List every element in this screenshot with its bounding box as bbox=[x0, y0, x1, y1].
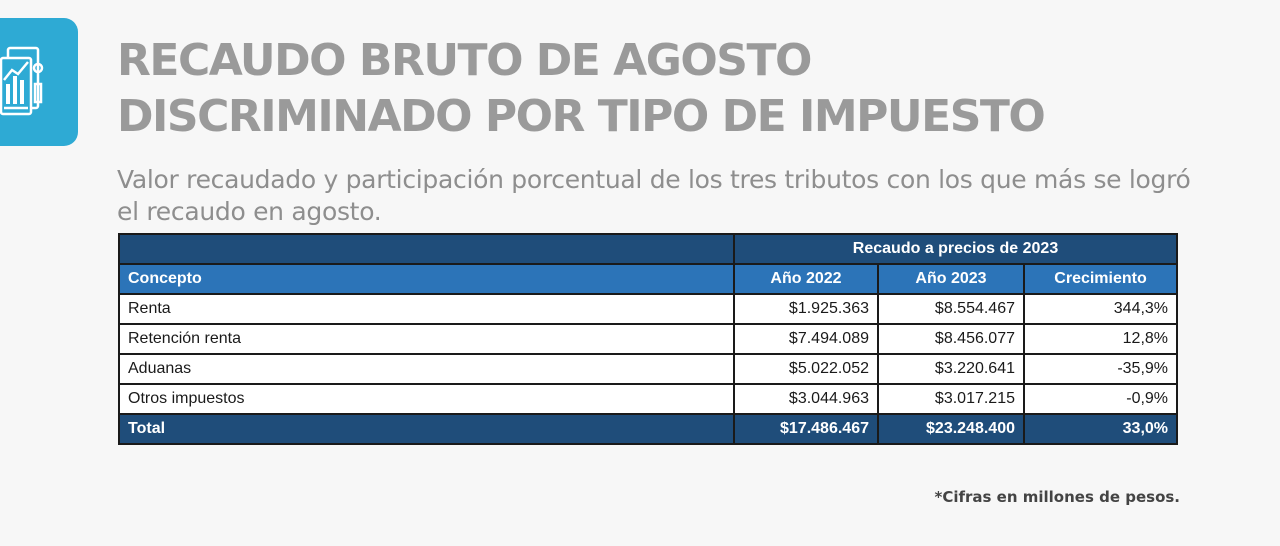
cell-ano-2022: $1.925.363 bbox=[733, 293, 879, 325]
column-header-crecimiento: Crecimiento bbox=[1022, 263, 1179, 295]
table-header-row: Concepto Año 2022 Año 2023 Crecimiento bbox=[118, 263, 1179, 295]
group-header-blank bbox=[118, 233, 735, 265]
tax-revenue-table: Recaudo a precios de 2023 Concepto Año 2… bbox=[118, 233, 1179, 445]
cell-crecimiento: 344,3% bbox=[1022, 293, 1179, 325]
cell-ano-2023: $8.554.467 bbox=[877, 293, 1025, 325]
table-row: Otros impuestos $3.044.963 $3.017.215 -0… bbox=[118, 383, 1179, 415]
total-crecimiento: 33,0% bbox=[1022, 413, 1179, 445]
column-header-ano-2023: Año 2023 bbox=[877, 263, 1025, 295]
column-header-ano-2022: Año 2022 bbox=[733, 263, 879, 295]
total-label: Total bbox=[118, 413, 735, 445]
title-line-1: RECAUDO BRUTO DE AGOSTO bbox=[117, 35, 812, 86]
page-title: RECAUDO BRUTO DE AGOSTO DISCRIMINADO POR… bbox=[117, 33, 1046, 145]
cell-ano-2022: $5.022.052 bbox=[733, 353, 879, 385]
cell-concepto: Otros impuestos bbox=[118, 383, 735, 415]
group-header-label: Recaudo a precios de 2023 bbox=[732, 233, 1179, 265]
table-total-row: Total $17.486.467 $23.248.400 33,0% bbox=[118, 413, 1179, 445]
total-ano-2022: $17.486.467 bbox=[733, 413, 879, 445]
cell-ano-2023: $3.220.641 bbox=[877, 353, 1025, 385]
logo-tile bbox=[0, 18, 78, 146]
cell-crecimiento: -35,9% bbox=[1022, 353, 1179, 385]
total-ano-2023: $23.248.400 bbox=[877, 413, 1025, 445]
cell-ano-2023: $8.456.077 bbox=[877, 323, 1025, 355]
subtitle: Valor recaudado y participación porcentu… bbox=[117, 165, 1191, 226]
table-row: Renta $1.925.363 $8.554.467 344,3% bbox=[118, 293, 1179, 325]
cell-crecimiento: 12,8% bbox=[1022, 323, 1179, 355]
cell-ano-2023: $3.017.215 bbox=[877, 383, 1025, 415]
table-row: Aduanas $5.022.052 $3.220.641 -35,9% bbox=[118, 353, 1179, 385]
title-line-2: DISCRIMINADO POR TIPO DE IMPUESTO bbox=[117, 91, 1046, 142]
cell-concepto: Retención renta bbox=[118, 323, 735, 355]
table-group-header-row: Recaudo a precios de 2023 bbox=[118, 233, 1179, 265]
cell-concepto: Aduanas bbox=[118, 353, 735, 385]
table-row: Retención renta $7.494.089 $8.456.077 12… bbox=[118, 323, 1179, 355]
cell-ano-2022: $7.494.089 bbox=[733, 323, 879, 355]
cell-concepto: Renta bbox=[118, 293, 735, 325]
footnote: *Cifras en millones de pesos. bbox=[934, 488, 1180, 506]
bar-chart-document-icon bbox=[0, 46, 44, 116]
column-header-concepto: Concepto bbox=[118, 263, 735, 295]
cell-crecimiento: -0,9% bbox=[1022, 383, 1179, 415]
cell-ano-2022: $3.044.963 bbox=[733, 383, 879, 415]
